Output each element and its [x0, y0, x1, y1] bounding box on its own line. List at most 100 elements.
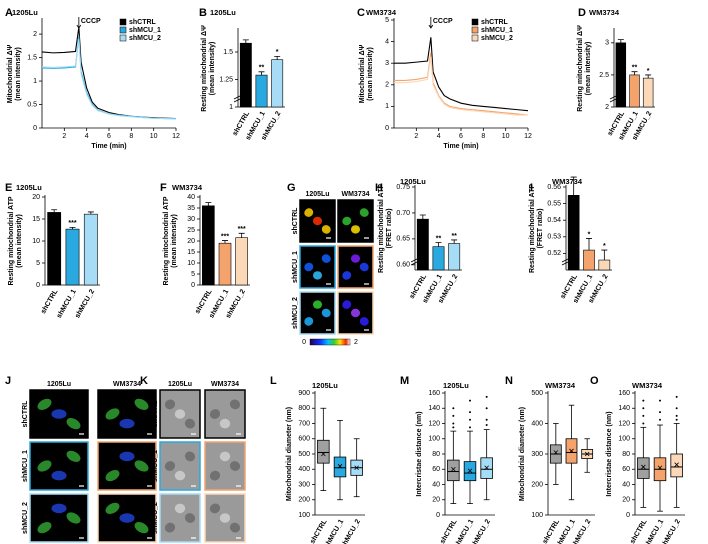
error-bar: [242, 39, 249, 44]
cell-shape: [209, 470, 221, 481]
significance-label: *: [647, 68, 650, 75]
image-tile: [337, 291, 374, 335]
column-label: WM3734: [341, 191, 369, 198]
cell-shape: [321, 254, 331, 263]
outlier: [452, 414, 455, 417]
outlier: [485, 424, 488, 427]
mean-marker: [674, 462, 679, 467]
y-tick-label: 600: [298, 436, 310, 443]
row-label: shMCU_1: [152, 450, 159, 482]
significance-label: **: [436, 235, 442, 242]
line-series: [394, 52, 529, 116]
x-category-label: shCTRL: [40, 288, 60, 315]
mean-marker: [321, 451, 326, 457]
panel-letter: L: [270, 375, 277, 387]
panel-subtitle: WM3734: [545, 381, 576, 390]
y-tick-label: 2: [33, 31, 37, 38]
y-axis-label: Intercristae distance (nm): [606, 411, 613, 496]
outlier: [642, 414, 645, 417]
panel-letter: J: [5, 375, 11, 387]
line-series: [41, 36, 176, 120]
y-tick-label: 0.53: [547, 234, 561, 241]
x-tick-label: 6: [459, 133, 463, 140]
mean-marker: [484, 465, 489, 471]
cell-shape: [342, 271, 352, 280]
y-tick-label: 1: [33, 78, 37, 85]
outlier: [642, 422, 645, 425]
cell-shape: [164, 399, 176, 410]
line-series: [394, 56, 528, 116]
y-tick-label: 0.52: [547, 250, 561, 257]
error-bar: [645, 74, 652, 79]
box: [447, 459, 460, 482]
y-tick-label: 0: [33, 125, 37, 132]
y-axis-label: Resting mitochondrial ATP: [529, 184, 536, 273]
y-tick-label: 0.65: [396, 236, 410, 243]
annotation-label: CCCP: [81, 18, 101, 25]
bar: [416, 218, 429, 271]
mean-marker: [657, 465, 663, 471]
x-tick-label: 6: [107, 133, 111, 140]
y-tick-label: 500: [298, 451, 310, 458]
outlier: [659, 399, 661, 402]
y-axis-label: Resting mitochondrial ATP: [378, 184, 385, 273]
error-bar: [419, 214, 426, 220]
error-bar: [258, 71, 265, 76]
row-label: shCTRL: [292, 207, 299, 235]
bar: [47, 212, 62, 286]
x-tick-label: 2: [62, 133, 66, 140]
panel-subtitle: 1205Lu: [210, 8, 236, 17]
row-label: shCTRL: [22, 400, 29, 428]
cell-shape: [350, 254, 361, 263]
x-tick-label: 12: [524, 133, 532, 140]
outlier: [452, 407, 455, 410]
x-category-label: shMCU_2: [74, 288, 96, 319]
error-bar: [238, 232, 245, 238]
cell-shape: [51, 503, 67, 514]
row-label: shMCU_2: [152, 502, 159, 534]
y-axis-label: (mean intensity): [585, 42, 592, 96]
cell-shape: [350, 308, 361, 318]
cell-shape: [304, 208, 314, 217]
y-tick-label: 160: [428, 390, 440, 397]
panel-subtitle: WM3734: [552, 177, 583, 186]
error-bar: [631, 71, 638, 75]
box: [637, 457, 650, 479]
outlier: [469, 418, 471, 421]
y-tick-label: 500: [531, 390, 543, 397]
cell-shape: [66, 450, 81, 463]
bar: [629, 74, 640, 108]
y-tick-label: 140: [618, 405, 630, 412]
bar: [83, 213, 98, 286]
panel-letter: K: [140, 375, 148, 387]
line-series: [394, 37, 529, 112]
cell-shape: [219, 451, 231, 462]
cell-shape: [219, 513, 231, 523]
cell-shape: [184, 513, 196, 523]
error-bar: [87, 211, 94, 215]
y-tick-label: 20: [622, 497, 630, 504]
annotation-arrow: [76, 17, 82, 29]
y-tick-label: 120: [428, 420, 440, 427]
row-label: shMCU_1: [292, 251, 299, 283]
outlier: [659, 418, 661, 421]
cell-shape: [219, 418, 231, 429]
bar: [235, 237, 248, 286]
cell-shape: [359, 317, 369, 326]
cell-shape: [66, 417, 81, 430]
bar: [255, 74, 268, 108]
box: [333, 456, 347, 478]
cell-shape: [119, 418, 135, 429]
cell-shape: [321, 225, 331, 234]
y-tick-label: 25: [187, 227, 195, 234]
y-tick-label: 400: [298, 466, 310, 473]
y-tick-label: 40: [622, 481, 630, 488]
y-tick-label: 3: [385, 60, 389, 67]
y-axis-label: Mitochondrial diameter (nm): [286, 407, 293, 501]
y-tick-label: 10: [187, 260, 195, 267]
legend-swatch: [119, 26, 127, 34]
x-tick-label: 8: [129, 133, 133, 140]
y-tick-label: 2.5: [599, 72, 609, 79]
